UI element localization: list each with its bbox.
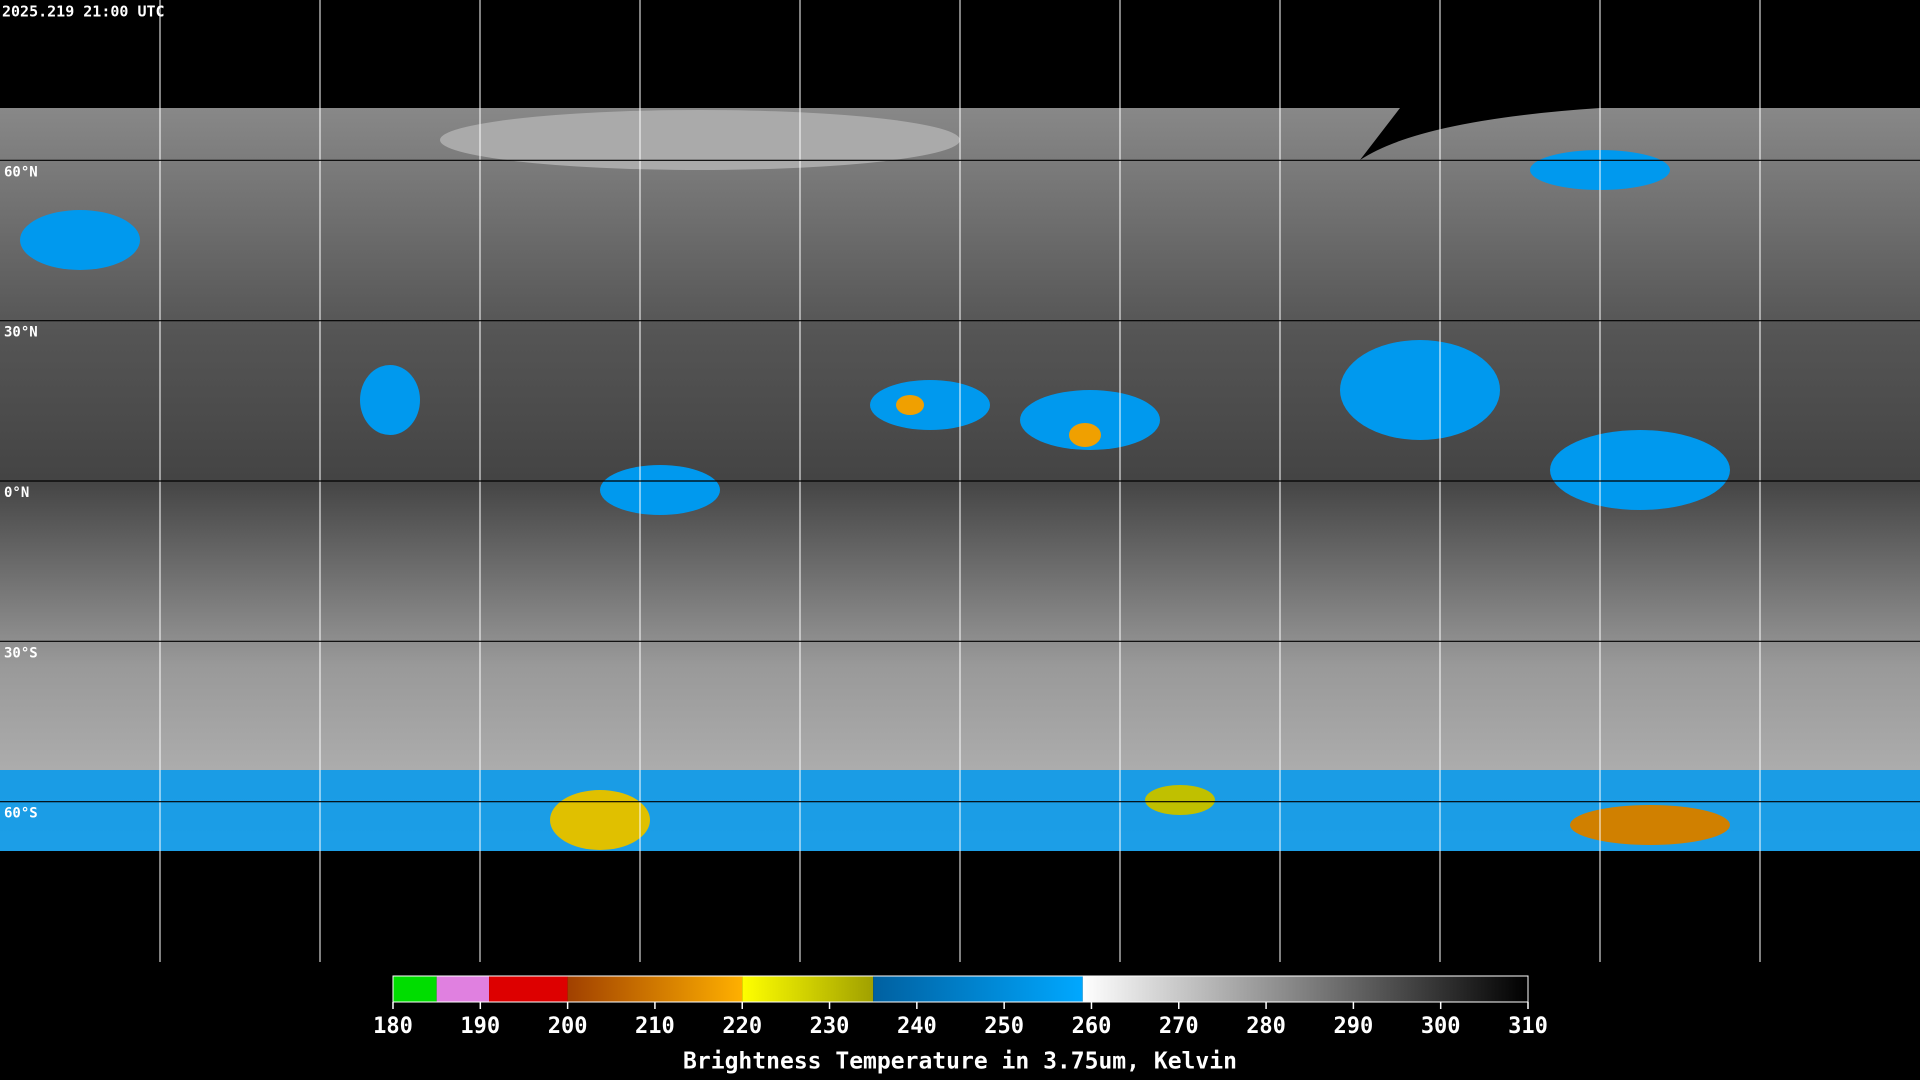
storm [1570, 805, 1730, 845]
colorbar-title: Brightness Temperature in 3.75um, Kelvin [683, 1049, 1237, 1075]
latitude-label: 60°S [4, 806, 38, 822]
cloud [1340, 340, 1500, 440]
colorbar-tick-label: 300 [1421, 1014, 1461, 1039]
colorbar-tick-label: 280 [1246, 1014, 1286, 1039]
storm [550, 790, 650, 850]
colorbar-frame [392, 975, 1529, 1003]
latitude-label: 0°N [4, 485, 29, 501]
colorbar-tick-label: 230 [810, 1014, 850, 1039]
colorbar-segment [742, 976, 874, 1002]
colorbar-segment [393, 976, 437, 1002]
colorbar-segment [489, 976, 568, 1002]
colorbar-segment [1082, 976, 1528, 1002]
colorbar-segment [436, 976, 490, 1002]
colorbar-tick-label: 240 [897, 1014, 937, 1039]
cloud [870, 380, 990, 430]
colorbar-segment [873, 976, 1083, 1002]
grid [0, 0, 1920, 962]
storm [1145, 785, 1215, 815]
cloud [360, 365, 420, 435]
latitude-label: 60°N [4, 164, 38, 180]
colorbar-tick-label: 220 [722, 1014, 762, 1039]
colorbar-tick-label: 200 [548, 1014, 588, 1039]
colorbar-tick-label: 310 [1508, 1014, 1548, 1039]
colorbar-tick-label: 180 [373, 1014, 413, 1039]
cloud [1550, 430, 1730, 510]
storm [1069, 423, 1101, 447]
timestamp: 2025.219 21:00 UTC [2, 3, 165, 21]
cloud [20, 210, 140, 270]
colorbar-tick-label: 190 [460, 1014, 500, 1039]
cloud [1020, 390, 1160, 450]
no-data [1360, 108, 1600, 160]
latitude-label: 30°S [4, 645, 38, 661]
colorbar-tick-label: 260 [1072, 1014, 1112, 1039]
colorbar-segment [567, 976, 743, 1002]
colorbar-tick-label: 270 [1159, 1014, 1199, 1039]
colorbar-tick-label: 290 [1334, 1014, 1374, 1039]
storm [896, 395, 924, 415]
latitude-label: 30°N [4, 325, 38, 341]
colorbar-tick-label: 210 [635, 1014, 675, 1039]
cloud [440, 110, 960, 170]
colorbar-tick-label: 250 [984, 1014, 1024, 1039]
cloud [600, 465, 720, 515]
